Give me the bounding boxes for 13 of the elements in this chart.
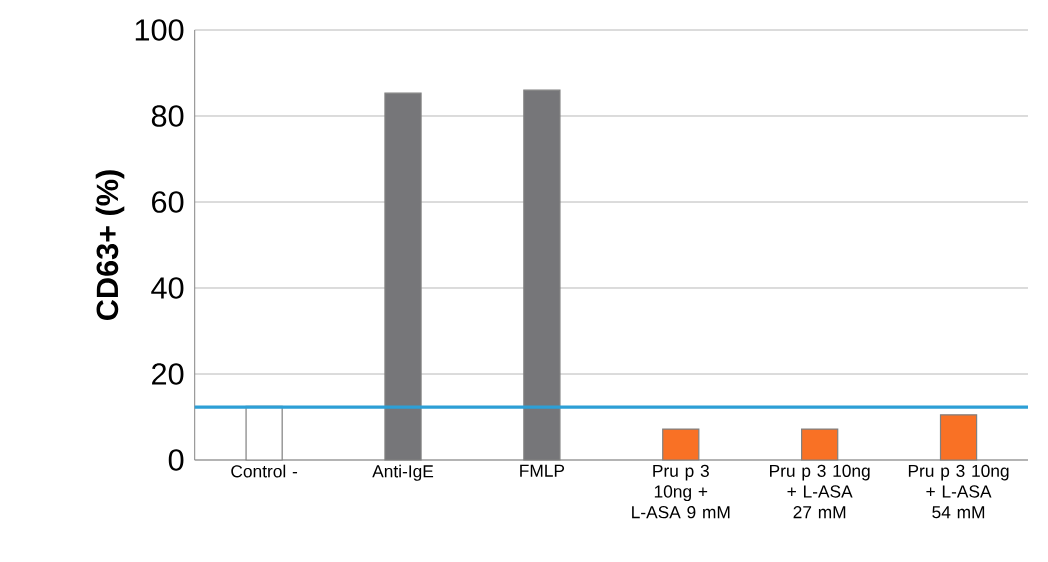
x-tick-label: FMLP: [520, 464, 565, 477]
x-tick-label: Pru p 3 10ng + L-ASA 9 mM: [632, 464, 730, 519]
y-tick-label: 20: [152, 363, 184, 385]
x-tick-label: Pru p 3 10ng + L-ASA 27 mM: [770, 464, 870, 519]
y-tick-label: 80: [151, 105, 184, 127]
y-tick-label: 40: [151, 277, 184, 299]
x-tick-label: Control -: [231, 464, 298, 478]
y-tick-label: 100: [135, 19, 184, 41]
x-tick-label: Pru p 3 10ng + L-ASA 54 mM: [908, 464, 1009, 519]
y-tick-label: 0: [168, 449, 184, 471]
y-axis-title: CD63+ (%): [95, 170, 125, 321]
y-tick-label: 60: [152, 191, 184, 213]
x-tick-label: Anti-IgE: [372, 464, 434, 481]
